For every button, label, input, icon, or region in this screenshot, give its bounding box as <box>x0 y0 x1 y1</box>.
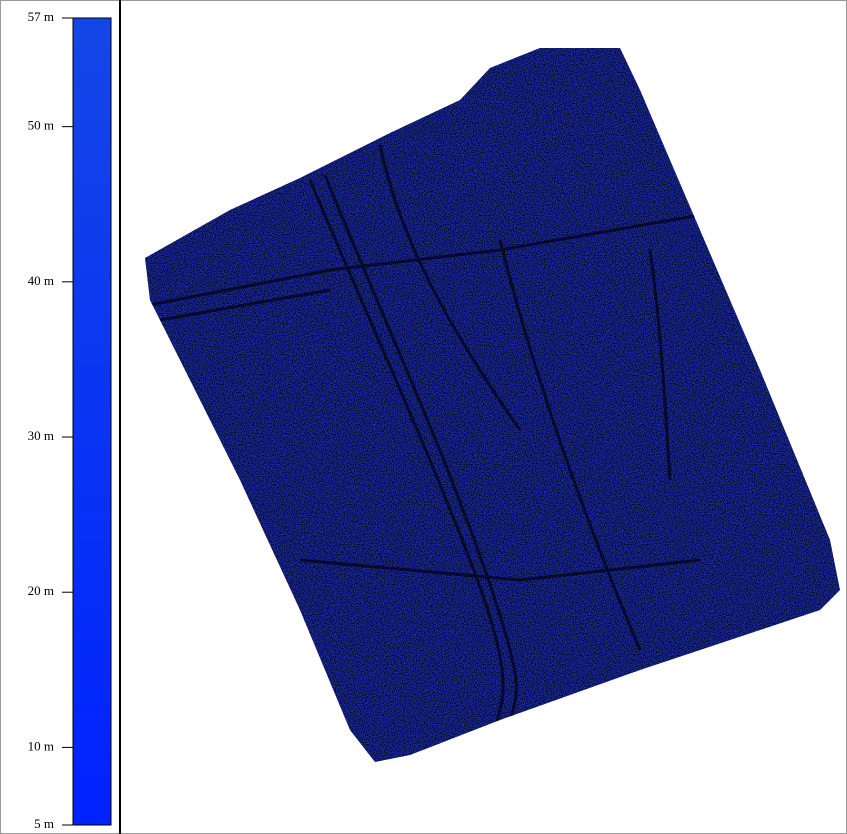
page: 57 m50 m40 m30 m20 m10 m5 m (() => { con… <box>0 0 847 834</box>
scale-tick-label: 57 m <box>28 9 54 24</box>
scale-tick-label: 50 m <box>28 118 54 133</box>
color-scale-bar <box>73 18 111 825</box>
scale-tick-label: 5 m <box>34 816 54 831</box>
scale-tick-label: 40 m <box>28 273 54 288</box>
scale-tick-label: 10 m <box>28 738 54 753</box>
scale-tick-label: 20 m <box>28 583 54 598</box>
viewer: 57 m 50 m 40 m 30 m 20 m 10 m 5 m <box>0 0 847 834</box>
scale-tick-label: 30 m <box>28 428 54 443</box>
